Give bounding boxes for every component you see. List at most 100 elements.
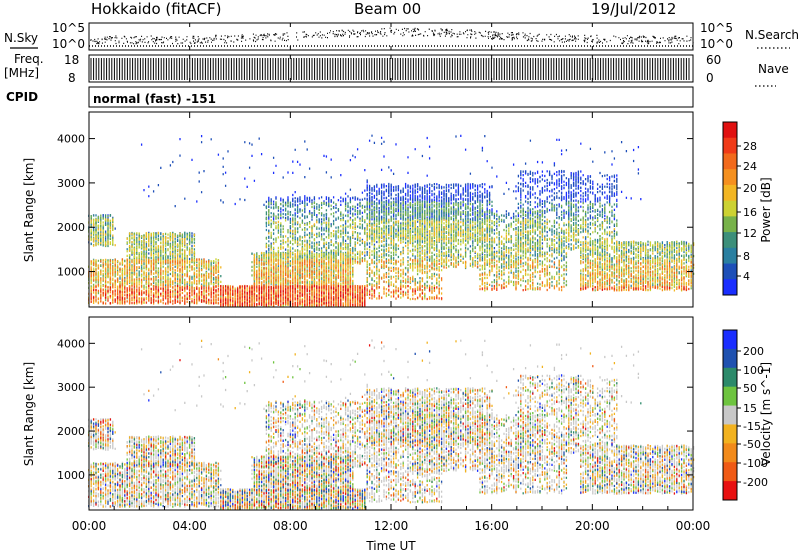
station-title: Hokkaido (fitACF) — [91, 0, 222, 18]
colorbar-tick-label: 100 — [743, 364, 764, 377]
power-scatter-series — [88, 200, 692, 287]
colorbar-tick-label: 24 — [743, 160, 757, 173]
cpid-text: normal (fast) -151 — [93, 92, 216, 106]
colorbar-swatch — [723, 122, 737, 139]
y-tick-label: 4000 — [57, 337, 85, 350]
colorbar-swatch — [723, 263, 737, 280]
colorbar-swatch — [723, 386, 737, 406]
colorbar-swatch — [723, 481, 737, 501]
cpid-label: CPID — [6, 90, 38, 104]
nsky-label: N.Sky — [4, 31, 38, 45]
velocity-scatter-series — [88, 376, 692, 510]
y-tick-label: 4000 — [57, 133, 85, 146]
colorbar-swatch — [723, 367, 737, 388]
beam-title: Beam 00 — [354, 0, 421, 18]
velocity-y-axis: 1000 2000 3000 4000 — [57, 337, 693, 482]
colorbar-swatch — [723, 462, 737, 482]
colorbar-tick-label: -100 — [743, 457, 768, 470]
power-y-axis: 1000 2000 3000 4000 — [57, 133, 693, 279]
power-colorbar-swatches: 4 8 12 16 20 24 28 — [722, 121, 757, 296]
nave-tick-top: 60 — [706, 53, 721, 67]
x-tick-label: 12:00 — [374, 519, 409, 533]
x-tick-label: 04:00 — [172, 519, 207, 533]
freq-tick-top: 18 — [64, 53, 79, 67]
time-x-axis: 00:00 04:00 08:00 12:00 16:00 20:00 00:00 — [72, 23, 711, 533]
velocity-colorbar: 200 100 50 15 -15 -50 -100 -200 Velocity [m s^-… — [722, 329, 773, 501]
y-tick-label: 3000 — [57, 381, 85, 394]
colorbar-tick-label: 8 — [743, 250, 750, 263]
colorbar-swatch — [723, 184, 737, 202]
power-y-label: Slant Range [km] — [22, 158, 36, 262]
x-tick-label: 16:00 — [474, 519, 509, 533]
nsearch-tick-bottom: 10^0 — [700, 37, 733, 51]
cpid-panel — [88, 86, 694, 108]
x-tick-label: 08:00 — [273, 519, 308, 533]
velocity-scatter-series — [88, 344, 688, 509]
nsky-tick-bottom: 10^0 — [52, 37, 85, 51]
colorbar-tick-label: 15 — [743, 402, 757, 415]
colorbar-swatch — [723, 424, 737, 444]
velocity-scatter — [88, 339, 695, 510]
colorbar-swatch — [723, 443, 737, 463]
colorbar-tick-label: -15 — [743, 420, 761, 433]
freq-label: Freq. — [14, 52, 44, 66]
x-axis-label: Time UT — [365, 539, 416, 553]
freq-tick-bottom: 8 — [68, 71, 76, 85]
colorbar-tick-label: 28 — [743, 140, 757, 153]
colorbar-tick-label: 50 — [743, 382, 757, 395]
colorbar-swatch — [723, 232, 737, 249]
nsearch-label: N.Search — [745, 28, 799, 42]
colorbar-tick-label: 4 — [743, 270, 750, 283]
velocity-scatter-series — [88, 350, 692, 510]
power-scatter-series — [92, 284, 685, 307]
y-tick-label: 3000 — [57, 177, 85, 190]
y-tick-label: 2000 — [57, 221, 85, 234]
power-scatter-series — [88, 258, 692, 307]
date-title: 19/Jul/2012 — [591, 0, 676, 18]
colorbar-swatch — [723, 348, 737, 369]
colorbar-swatch — [723, 169, 737, 186]
nsky-points — [90, 27, 694, 45]
velocity-colorbar-swatches: 200 100 50 15 -15 -50 -100 -200 — [722, 329, 768, 501]
y-tick-label: 1000 — [57, 266, 85, 279]
velocity-y-label: Slant Range [km] — [22, 362, 36, 466]
x-tick-label: 00:00 — [72, 519, 107, 533]
power-scatter-series — [88, 200, 692, 287]
colorbar-tick-label: 12 — [743, 227, 757, 240]
freq-series — [90, 58, 690, 80]
colorbar-frame — [722, 121, 738, 296]
freq-bars — [90, 58, 690, 80]
nsky-panel — [88, 22, 694, 51]
colorbar-swatch — [723, 405, 737, 425]
y-tick-label: 2000 — [57, 425, 85, 438]
colorbar-tick-label: 200 — [743, 345, 764, 358]
power-colorbar-label: Power [dB] — [759, 177, 773, 242]
nave-tick-bottom: 0 — [706, 71, 714, 85]
velocity-scatter-series — [88, 346, 692, 510]
colorbar-swatch — [723, 153, 737, 170]
velocity-panel: 1000 2000 3000 4000 Slant Range [km] — [22, 316, 695, 511]
velocity-scatter-series — [88, 339, 695, 510]
colorbar-frame — [722, 329, 738, 501]
power-scatter-series — [90, 134, 642, 221]
power-scatter — [88, 134, 695, 307]
colorbar-tick-label: 16 — [743, 206, 757, 219]
colorbar-swatch — [723, 247, 737, 264]
colorbar-swatch — [723, 279, 737, 296]
nsky-dots — [89, 27, 694, 47]
colorbar-tick-label: -50 — [743, 438, 761, 451]
velocity-colorbar-label: Velocity [m s^-1] — [759, 362, 773, 466]
x-tick-label: 00:00 — [676, 519, 711, 533]
freq-panel — [88, 54, 694, 83]
colorbar-swatch — [723, 200, 737, 217]
colorbar-swatch — [723, 330, 737, 350]
y-tick-label: 1000 — [57, 469, 85, 482]
freq-unit: [MHz] — [4, 66, 39, 80]
power-colorbar: 4 8 12 16 20 24 28 Power [dB] — [722, 121, 773, 296]
power-panel: 1000 2000 3000 4000 Slant Range [km] — [22, 111, 695, 308]
nave-label: Nave — [758, 62, 789, 76]
power-scatter-series — [88, 134, 692, 261]
colorbar-swatch — [723, 216, 737, 233]
colorbar-swatch — [723, 137, 737, 154]
